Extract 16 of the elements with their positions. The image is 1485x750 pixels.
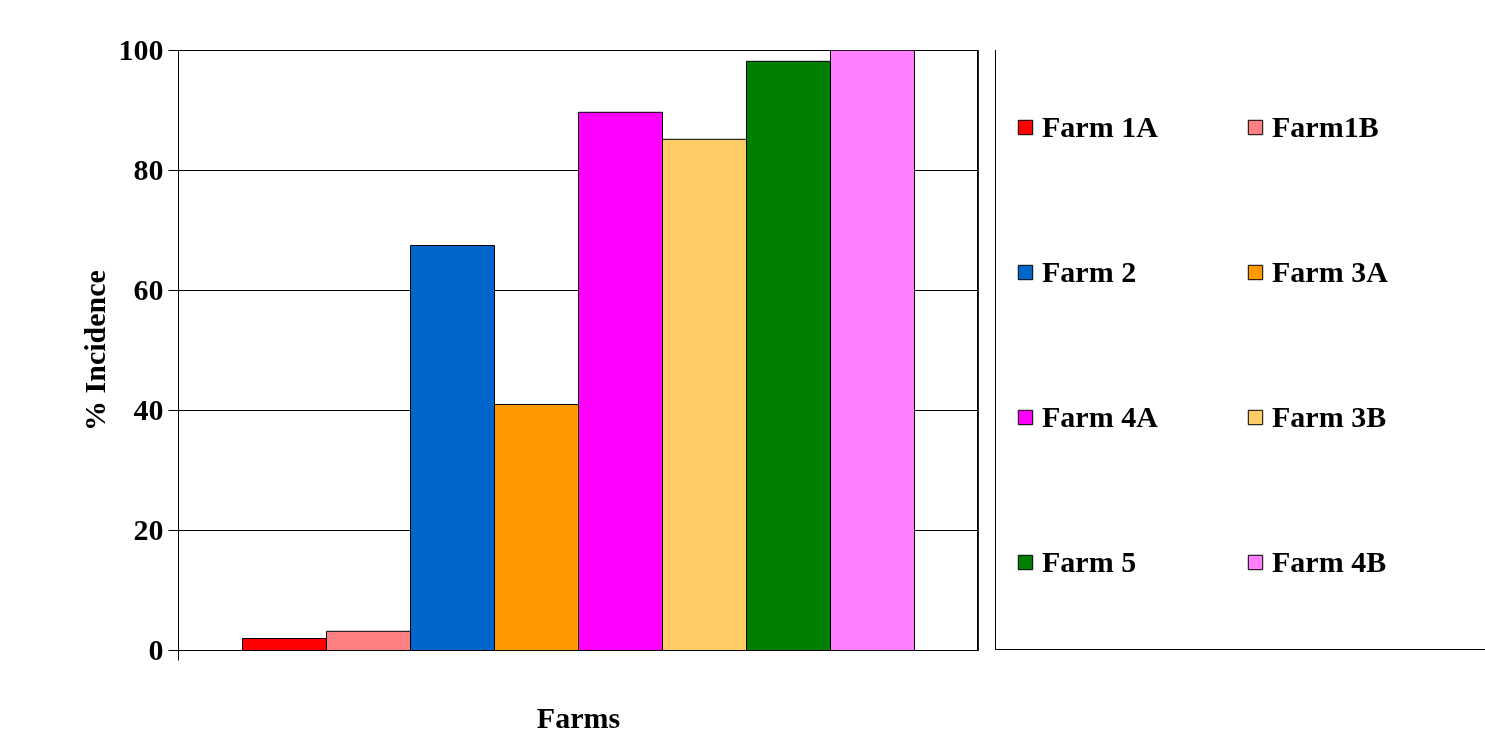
legend-label: Farm 5 [1042,543,1138,580]
legend-label: Farm1B [1272,108,1380,145]
y-tick-label: 100 [118,33,164,66]
legend-label: Farm 3A [1272,253,1389,290]
legend-label: Farm 1A [1042,108,1159,145]
y-tick-label: 0 [148,633,164,666]
legend-label: Farm 3B [1272,398,1388,435]
y-tick-label: 60 [133,273,164,306]
y-tick-label: 80 [133,153,164,186]
legend-label: Farm 4B [1272,543,1388,580]
legend-label: Farm 2 [1042,253,1138,290]
legend-label: Farm 4A [1042,398,1159,435]
y-tick-label: 40 [133,393,164,426]
y-axis-title: % Incidence [77,270,111,431]
x-axis-title: Farms [536,700,621,734]
y-tick-label: 20 [133,513,164,546]
